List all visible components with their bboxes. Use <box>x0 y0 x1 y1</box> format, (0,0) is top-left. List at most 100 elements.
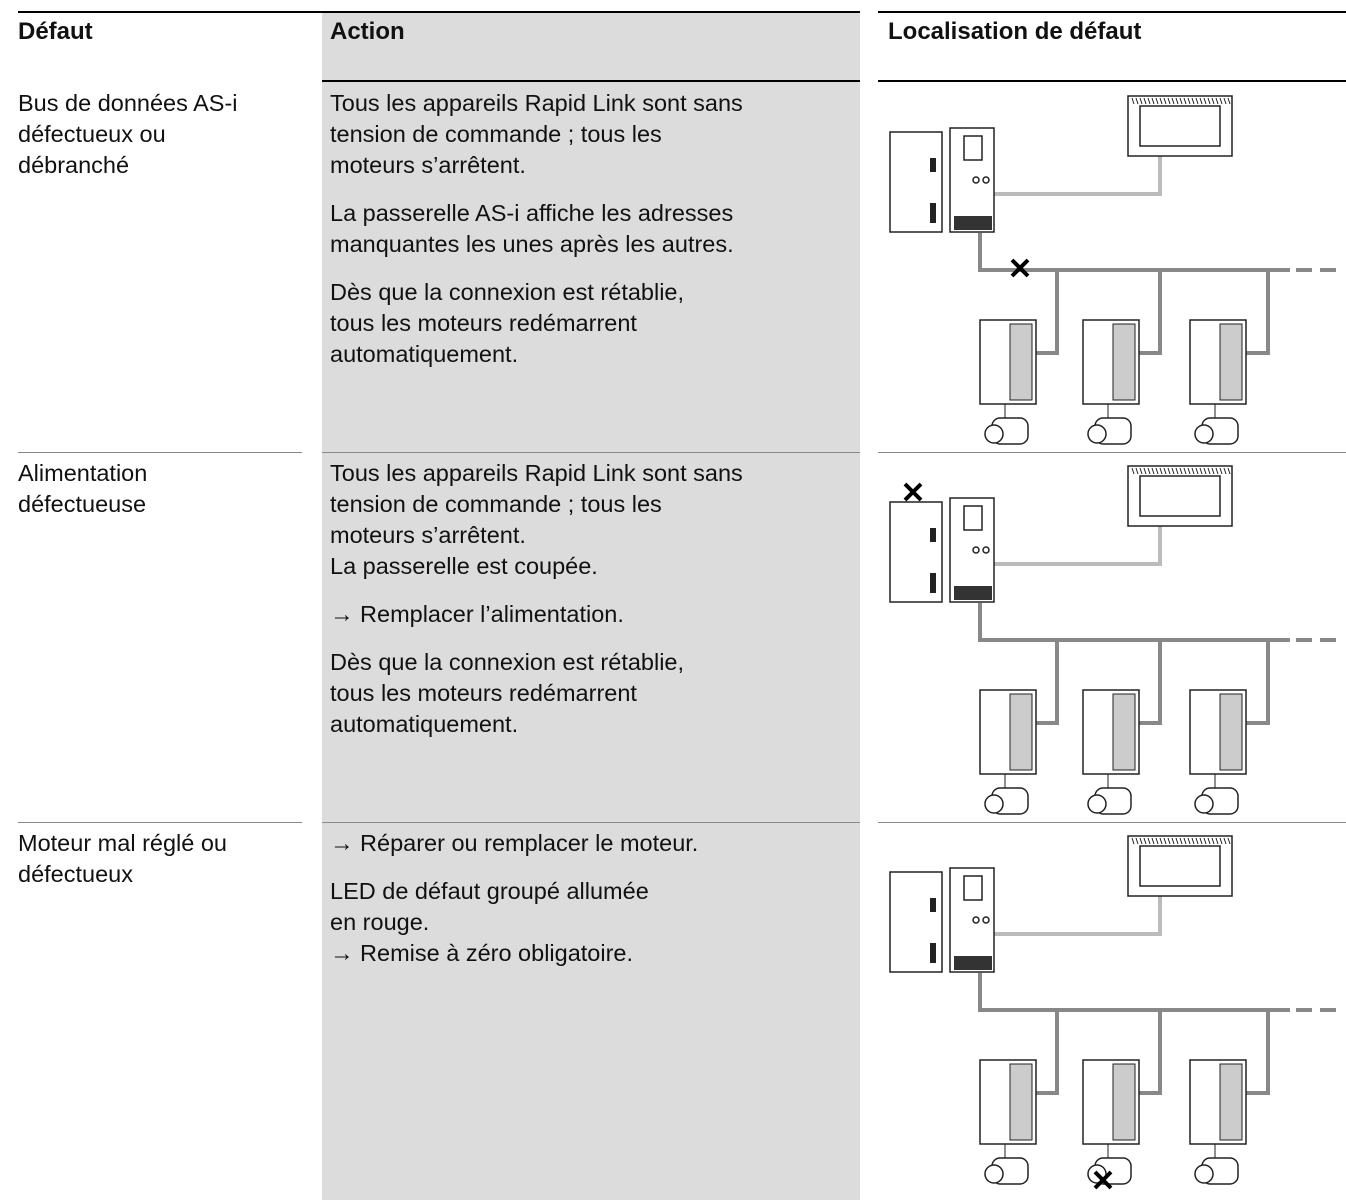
cable <box>993 896 1162 936</box>
ps-terminal <box>930 528 936 542</box>
action-text: LED de défaut groupé allumée <box>330 878 649 904</box>
display-screen <box>1139 845 1221 887</box>
hatch <box>1155 837 1159 845</box>
action-text: → Remplacer l’alimentation. <box>330 601 624 627</box>
drop <box>1246 640 1270 725</box>
gw-display <box>963 505 983 531</box>
action-text: Tous les appareils Rapid Link sont sans <box>330 90 743 116</box>
hatch <box>1195 467 1199 475</box>
hatch <box>1143 97 1147 105</box>
starter-panel <box>1009 1063 1033 1141</box>
hatch <box>1159 837 1163 845</box>
action-cell: → Réparer ou remplacer le moteur. LED de … <box>330 828 855 986</box>
action-text: en rouge. <box>330 909 430 935</box>
hatch <box>1211 837 1215 845</box>
hatch <box>1223 97 1227 105</box>
motor-shaft <box>1087 794 1107 814</box>
starter-panel <box>1009 323 1033 401</box>
fault-cross <box>1010 258 1030 278</box>
action-column-bg <box>322 12 860 1200</box>
hatch <box>1139 467 1143 475</box>
action-paragraph: → Remplacer l’alimentation. <box>330 599 855 630</box>
hatch <box>1131 97 1135 105</box>
fault-text: Moteur mal réglé ou <box>18 830 227 856</box>
action-text: Dès que la connexion est rétablie, <box>330 649 685 675</box>
bus <box>978 233 1290 272</box>
motor-shaft <box>984 1164 1004 1184</box>
drop <box>1035 640 1059 725</box>
hatch <box>1159 97 1163 105</box>
action-paragraph: Dès que la connexion est rétablie, tous l… <box>330 647 855 740</box>
fault-cell: Alimentation défectueuse <box>18 458 308 520</box>
hatch <box>1171 837 1175 845</box>
hatch <box>1135 97 1139 105</box>
hatch <box>1159 467 1163 475</box>
hatch <box>1183 467 1187 475</box>
action-paragraph: Tous les appareils Rapid Link sont sans t… <box>330 458 855 582</box>
hatch <box>1179 837 1183 845</box>
hatch <box>1203 837 1207 845</box>
action-text: moteurs s’arrêtent. <box>330 152 526 178</box>
power-supply <box>889 501 943 603</box>
hatch <box>1227 467 1231 475</box>
fault-diagram <box>889 835 1336 1190</box>
hatch <box>1147 97 1151 105</box>
action-paragraph: Tous les appareils Rapid Link sont sans t… <box>330 88 855 181</box>
hatch <box>1147 837 1151 845</box>
column-header: Action <box>330 18 405 45</box>
hatch <box>1143 837 1147 845</box>
gw-led <box>982 546 990 554</box>
rule <box>878 80 1346 82</box>
hatch <box>1151 467 1155 475</box>
action-text: tous les moteurs redémarrent <box>330 310 637 336</box>
gw-display <box>963 135 983 161</box>
action-text: tension de commande ; tous les <box>330 491 662 517</box>
cable <box>993 156 1162 196</box>
action-text: automatiquement. <box>330 341 519 367</box>
motor-shaft <box>1194 1164 1214 1184</box>
ps-terminal <box>930 898 936 912</box>
hatch <box>1135 467 1139 475</box>
action-paragraph: La passerelle AS-i affiche les adresses m… <box>330 198 855 260</box>
fault-cross <box>1093 1170 1113 1190</box>
fault-text: Alimentation <box>18 460 148 486</box>
hatch <box>1175 467 1179 475</box>
starter-panel <box>1112 323 1136 401</box>
display-screen <box>1139 105 1221 147</box>
hatch <box>1203 467 1207 475</box>
row-rule <box>322 822 860 823</box>
hatch <box>1219 837 1223 845</box>
bus <box>978 603 1290 642</box>
gw-led <box>982 916 990 924</box>
fault-text: débranché <box>18 152 130 178</box>
gw-led <box>982 176 990 184</box>
hatch <box>1179 467 1183 475</box>
hatch <box>1175 837 1179 845</box>
hatch <box>1223 837 1227 845</box>
drop <box>1138 640 1162 725</box>
hatch <box>1219 97 1223 105</box>
hatch <box>1207 97 1211 105</box>
hatch <box>1155 97 1159 105</box>
gw-terminals <box>954 586 992 600</box>
starter-panel <box>1112 1063 1136 1141</box>
hatch <box>1191 97 1195 105</box>
action-text: La passerelle est coupée. <box>330 553 598 579</box>
action-paragraph: LED de défaut groupé allumée en rouge. → R… <box>330 876 855 969</box>
hatch <box>1191 837 1195 845</box>
hatch <box>1167 837 1171 845</box>
hatch <box>1199 97 1203 105</box>
motor-shaft <box>1194 794 1214 814</box>
motor-shaft <box>1194 424 1214 444</box>
action-text: automatiquement. <box>330 711 519 737</box>
row-rule <box>322 452 860 453</box>
fault-diagram <box>889 465 1336 815</box>
action-paragraph: Dès que la connexion est rétablie, tous l… <box>330 277 855 370</box>
motor-shaft <box>984 794 1004 814</box>
drop <box>1138 270 1162 355</box>
hatch <box>1139 837 1143 845</box>
hatch <box>1191 467 1195 475</box>
row-rule <box>878 822 1346 823</box>
drop <box>1246 270 1270 355</box>
